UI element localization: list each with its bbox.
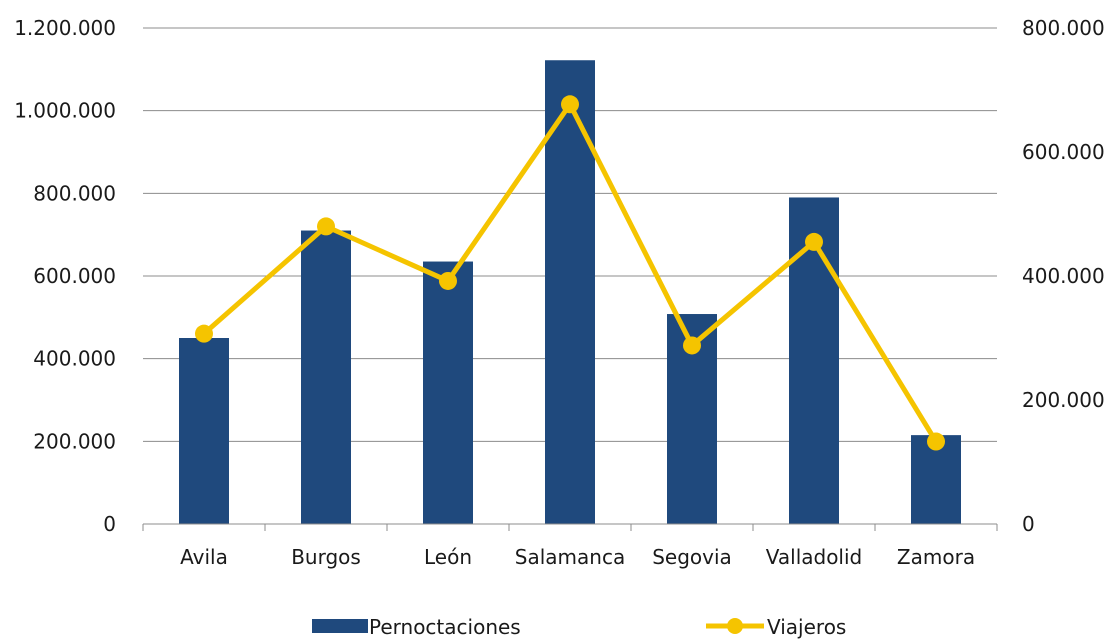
- y-right-tick-label: 200.000: [1022, 388, 1105, 412]
- y-left-tick-label: 800.000: [33, 181, 116, 205]
- y-right-tick-label: 0: [1022, 512, 1035, 536]
- y-right-tick-label: 600.000: [1022, 140, 1105, 164]
- bar-avila: [179, 338, 229, 524]
- y-left-tick-label: 1.200.000: [14, 16, 116, 40]
- x-tick-label: Salamanca: [515, 545, 625, 569]
- viajeros-point-zamora: [927, 432, 945, 451]
- viajeros-point-valladolid: [805, 232, 823, 251]
- viajeros-point-burgos: [317, 217, 335, 236]
- y-left-tick-label: 1.000.000: [14, 99, 116, 123]
- legend: Pernoctaciones Viajeros: [312, 615, 846, 639]
- legend-label-pernoctaciones: Pernoctaciones: [369, 615, 521, 639]
- bar-series-pernoctaciones: [179, 60, 961, 525]
- bar-valladolid: [789, 197, 839, 524]
- x-tick-label: Avila: [180, 545, 228, 569]
- y-right-tick-label: 400.000: [1022, 264, 1105, 288]
- legend-swatch-pernoctaciones: [312, 619, 368, 633]
- legend-label-viajeros: Viajeros: [767, 615, 846, 639]
- y-left-tick-label: 0: [103, 512, 116, 536]
- bar-burgos: [301, 230, 351, 525]
- viajeros-point-salamanca: [561, 95, 579, 114]
- line-series-viajeros: [195, 95, 945, 451]
- viajeros-point-segovia: [683, 336, 701, 355]
- y-left-tick-label: 600.000: [33, 264, 116, 288]
- x-tick-label: Burgos: [291, 545, 361, 569]
- legend-swatch-viajeros-marker: [727, 618, 743, 634]
- y-right-tick-label: 800.000: [1022, 16, 1105, 40]
- x-tick-label: Segovia: [652, 545, 732, 569]
- viajeros-point-avila: [195, 324, 213, 343]
- y-axis-right-labels: 0 200.000 400.000 600.000 800.000: [1022, 16, 1105, 536]
- x-tick-label: Zamora: [897, 545, 975, 569]
- y-left-tick-label: 400.000: [33, 347, 116, 371]
- y-axis-left-labels: 0 200.000 400.000 600.000 800.000 1.000.000 1.…: [14, 16, 116, 536]
- x-tick-label: Valladolid: [766, 545, 863, 569]
- viajeros-point-león: [439, 271, 457, 290]
- x-tick-label: León: [424, 545, 472, 569]
- axes: [142, 523, 998, 531]
- y-left-tick-label: 200.000: [33, 429, 116, 453]
- x-axis-labels: Avila Burgos León Salamanca Segovia Valladoli…: [180, 545, 975, 569]
- bar-león: [423, 261, 473, 524]
